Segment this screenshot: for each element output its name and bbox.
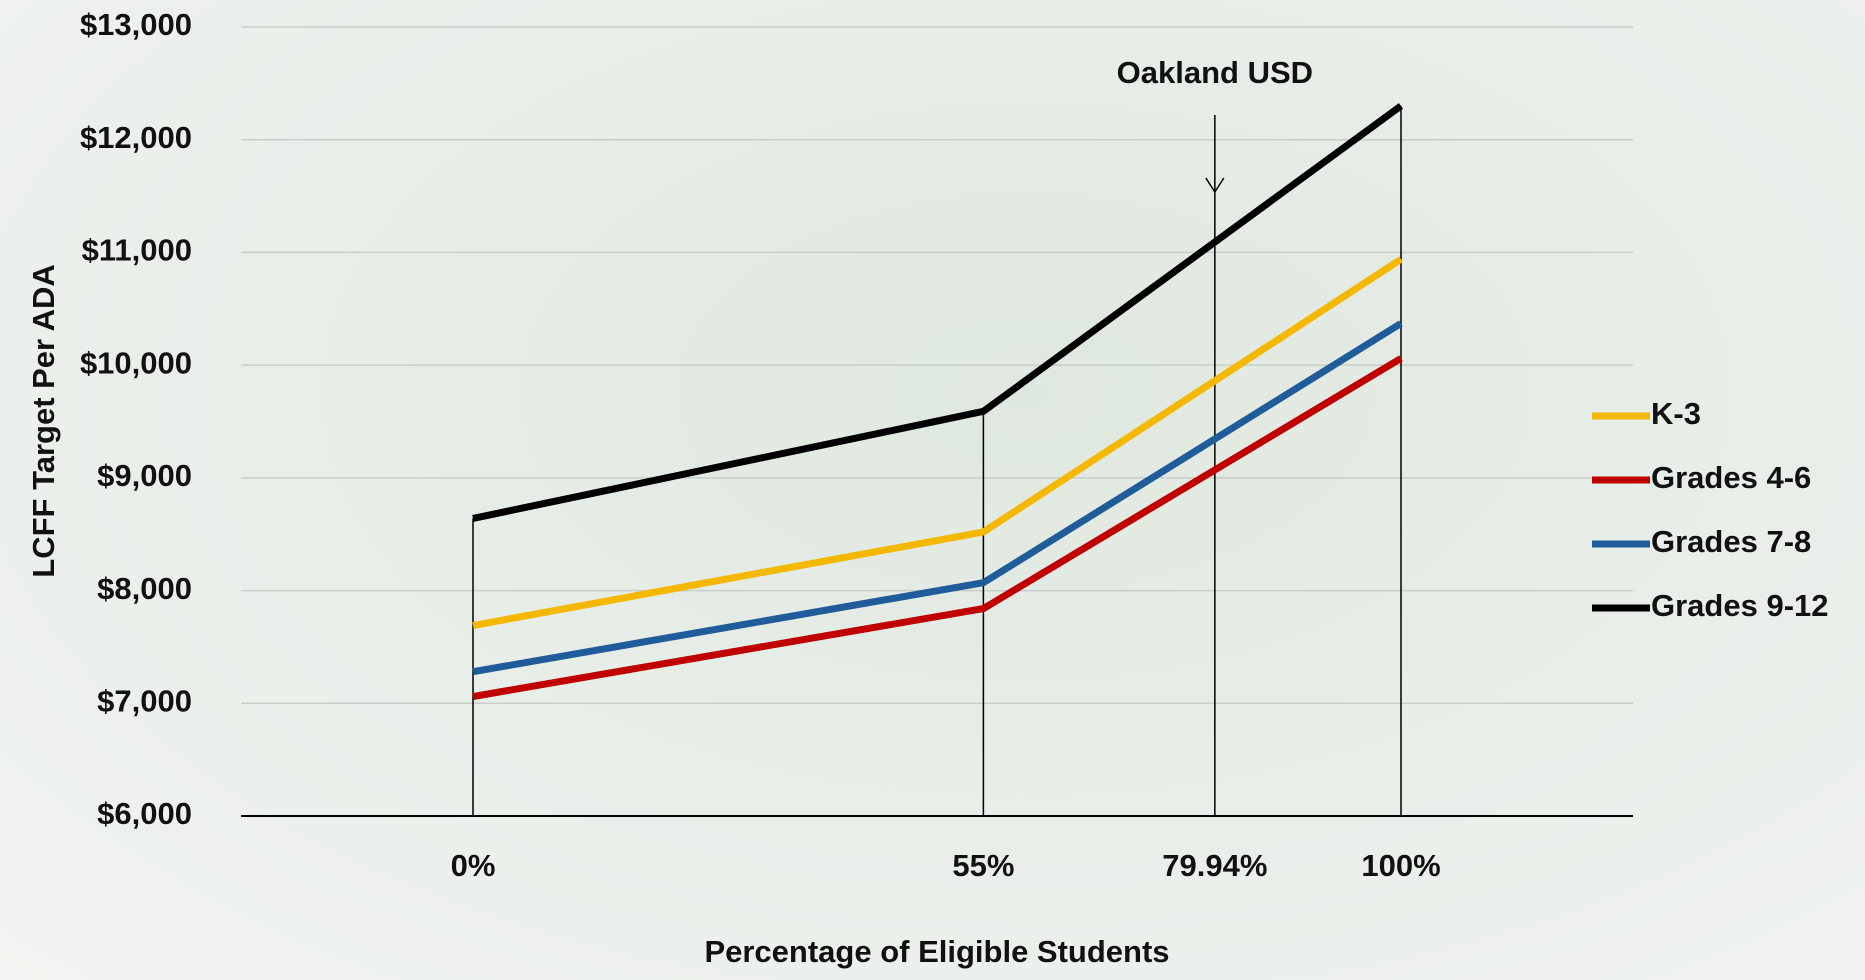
y-axis-title: LCFF Target Per ADA — [26, 264, 61, 577]
y-tick-label: $10,000 — [80, 345, 192, 380]
y-tick-label: $12,000 — [80, 120, 192, 155]
legend-label: Grades 9-12 — [1651, 588, 1829, 623]
x-tick-label: 100% — [1361, 848, 1440, 883]
y-tick-label: $7,000 — [97, 683, 192, 718]
x-tick-label: 79.94% — [1162, 848, 1267, 883]
y-tick-label: $11,000 — [82, 233, 192, 268]
y-tick-label: $9,000 — [97, 458, 192, 493]
legend-label: K-3 — [1651, 396, 1701, 431]
legend-label: Grades 4-6 — [1651, 460, 1811, 495]
series-line — [473, 106, 1401, 519]
y-tick-label: $6,000 — [97, 796, 192, 831]
y-tick-label: $13,000 — [80, 7, 192, 42]
x-tick-label: 55% — [952, 848, 1014, 883]
annotation-text: Oakland USD — [1117, 55, 1313, 90]
legend-label: Grades 7-8 — [1651, 524, 1811, 559]
chart: LCFF Target Per ADA Percentage of Eligib… — [0, 0, 1865, 980]
x-axis-title: Percentage of Eligible Students — [704, 934, 1169, 969]
y-tick-label: $8,000 — [97, 571, 192, 606]
x-tick-label: 0% — [451, 848, 496, 883]
